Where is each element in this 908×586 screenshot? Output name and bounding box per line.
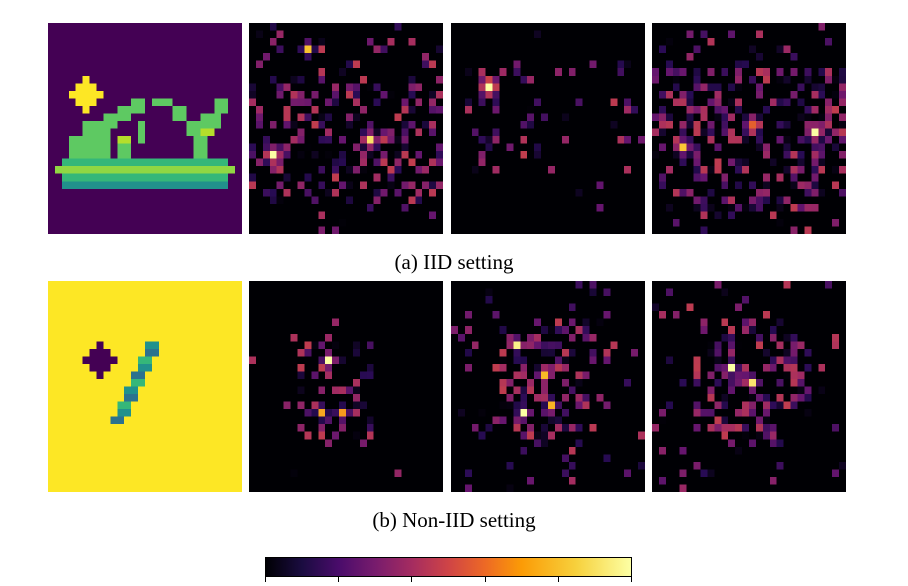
colorbar bbox=[265, 557, 632, 577]
colorbar-tick bbox=[411, 577, 412, 582]
colorbar-tick bbox=[631, 577, 632, 582]
colorbar-tick bbox=[558, 577, 559, 582]
non-iid-heatmap-2 bbox=[451, 281, 645, 492]
colorbar-tick bbox=[485, 577, 486, 582]
colorbar-tick bbox=[265, 577, 266, 582]
colorbar-tick bbox=[338, 577, 339, 582]
non-iid-input-image bbox=[48, 281, 242, 492]
caption-non-iid: (b) Non-IID setting bbox=[372, 508, 536, 532]
non-iid-heatmap-1 bbox=[249, 281, 443, 492]
iid-input-image bbox=[48, 23, 242, 234]
non-iid-heatmap-3 bbox=[652, 281, 846, 492]
iid-heatmap-2 bbox=[451, 23, 645, 234]
caption-iid: (a) IID setting bbox=[394, 250, 514, 274]
iid-heatmap-1 bbox=[249, 23, 443, 234]
iid-heatmap-3 bbox=[652, 23, 846, 234]
